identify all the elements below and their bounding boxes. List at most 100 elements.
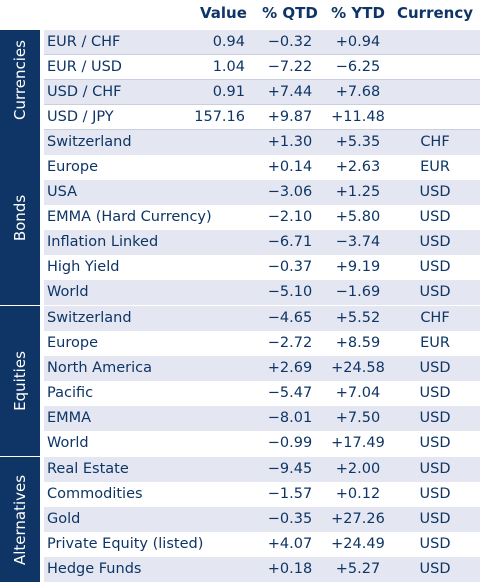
group-label-text: Bonds <box>11 194 29 241</box>
row-ytd: +7.50 <box>335 410 381 426</box>
row-currency: USD <box>419 284 451 300</box>
row-value <box>194 331 245 356</box>
row-name: Switzerland <box>47 134 132 150</box>
row-qtd: +2.69 <box>267 360 313 376</box>
group-label: Currencies <box>0 30 40 130</box>
row-name: Europe <box>47 335 98 351</box>
row-value: 1.04 <box>212 59 245 75</box>
row-name: High Yield <box>47 259 120 275</box>
row-currency: USD <box>419 486 451 502</box>
row-value <box>194 205 245 230</box>
row-qtd: −0.35 <box>267 511 313 527</box>
row-value: 0.94 <box>212 34 245 50</box>
group-bonds: Bonds Switzerland +1.30 +5.35 CHF Europe +0.14… <box>0 130 480 305</box>
table-row: World −5.10 −1.69 USD <box>44 280 480 305</box>
header-value: Value <box>200 4 247 22</box>
row-value: 157.16 <box>194 109 245 125</box>
row-ytd: +24.58 <box>331 360 385 376</box>
table-row: USA −3.06 +1.25 USD <box>44 180 480 205</box>
row-qtd: +4.07 <box>267 536 313 552</box>
header-currency: Currency <box>396 4 473 22</box>
row-qtd: +1.30 <box>267 134 313 150</box>
row-qtd: −8.01 <box>267 410 313 426</box>
row-currency: EUR <box>420 335 450 351</box>
group-label: Equities <box>0 306 40 456</box>
row-value <box>194 507 245 532</box>
row-ytd: +5.35 <box>335 134 381 150</box>
row-currency: USD <box>419 184 451 200</box>
table-row: Hedge Funds +0.18 +5.27 USD <box>44 557 480 582</box>
row-currency: USD <box>419 511 451 527</box>
table-row: Private Equity (listed) +4.07 +24.49 USD <box>44 532 480 557</box>
row-qtd: −0.99 <box>267 435 313 451</box>
row-qtd: −5.10 <box>267 284 313 300</box>
row-currency: CHF <box>420 310 450 326</box>
row-name: Private Equity (listed) <box>47 536 204 552</box>
row-ytd: +5.52 <box>335 310 381 326</box>
table-row: USD / CHF 0.91 +7.44 +7.68 <box>44 80 480 105</box>
row-currency: USD <box>419 461 451 477</box>
table-row: Switzerland +1.30 +5.35 CHF <box>44 130 480 155</box>
group-label-text: Currencies <box>11 40 29 120</box>
row-ytd: +2.00 <box>335 461 381 477</box>
row-name: USD / CHF <box>47 84 122 100</box>
row-qtd: −6.71 <box>267 234 313 250</box>
row-currency: USD <box>419 209 451 225</box>
row-qtd: −7.22 <box>267 59 313 75</box>
row-value <box>194 306 245 331</box>
row-qtd: +7.44 <box>267 84 313 100</box>
row-ytd: +27.26 <box>331 511 385 527</box>
row-currency: USD <box>419 234 451 250</box>
group-alternatives: Alternatives Real Estate −9.45 +2.00 USD Comm… <box>0 457 480 582</box>
row-currency <box>395 30 475 55</box>
row-qtd: +9.87 <box>267 109 313 125</box>
row-currency: USD <box>419 561 451 577</box>
row-ytd: +17.49 <box>331 435 385 451</box>
row-value <box>194 532 245 557</box>
row-qtd: −0.32 <box>267 34 313 50</box>
group-equities: Equities Switzerland −4.65 +5.52 CHF Europe −2… <box>0 306 480 456</box>
table-row: Switzerland −4.65 +5.52 CHF <box>44 306 480 331</box>
row-name: Europe <box>47 159 98 175</box>
group-label: Alternatives <box>0 457 40 582</box>
row-ytd: +24.49 <box>331 536 385 552</box>
table-row: EUR / CHF 0.94 −0.32 +0.94 <box>44 30 480 55</box>
row-value <box>194 230 245 255</box>
group-currencies: Currencies EUR / CHF 0.94 −0.32 +0.94 EUR / U… <box>0 30 480 130</box>
row-name: EUR / CHF <box>47 34 121 50</box>
table-row: Commodities −1.57 +0.12 USD <box>44 482 480 507</box>
header-ytd: % YTD <box>331 4 385 22</box>
row-name: Inflation Linked <box>47 234 159 250</box>
row-qtd: −4.65 <box>267 310 313 326</box>
row-value <box>194 557 245 582</box>
row-ytd: +8.59 <box>335 335 381 351</box>
row-qtd: −9.45 <box>267 461 313 477</box>
row-name: Switzerland <box>47 310 132 326</box>
row-ytd: +0.12 <box>335 486 381 502</box>
row-name: EMMA <box>47 410 92 426</box>
table-row: North America +2.69 +24.58 USD <box>44 356 480 381</box>
table-row: High Yield −0.37 +9.19 USD <box>44 255 480 280</box>
row-value <box>194 155 245 180</box>
group-label: Bonds <box>0 130 40 305</box>
row-name: Real Estate <box>47 461 129 477</box>
row-qtd: +0.18 <box>267 561 313 577</box>
row-value <box>194 280 245 305</box>
group-label-text: Equities <box>11 351 29 411</box>
header-qtd: % QTD <box>262 4 318 22</box>
row-value <box>194 255 245 280</box>
row-currency: CHF <box>420 134 450 150</box>
row-currency: USD <box>419 410 451 426</box>
row-name: Commodities <box>47 486 143 502</box>
row-currency <box>395 80 475 105</box>
row-value <box>194 381 245 406</box>
row-name: USA <box>47 184 78 200</box>
row-currency: USD <box>419 360 451 376</box>
table-row: EUR / USD 1.04 −7.22 −6.25 <box>44 55 480 80</box>
row-name: World <box>47 284 89 300</box>
row-currency: USD <box>419 259 451 275</box>
row-name: North America <box>47 360 152 376</box>
row-qtd: −0.37 <box>267 259 313 275</box>
row-value <box>194 406 245 431</box>
row-ytd: +0.94 <box>335 34 381 50</box>
